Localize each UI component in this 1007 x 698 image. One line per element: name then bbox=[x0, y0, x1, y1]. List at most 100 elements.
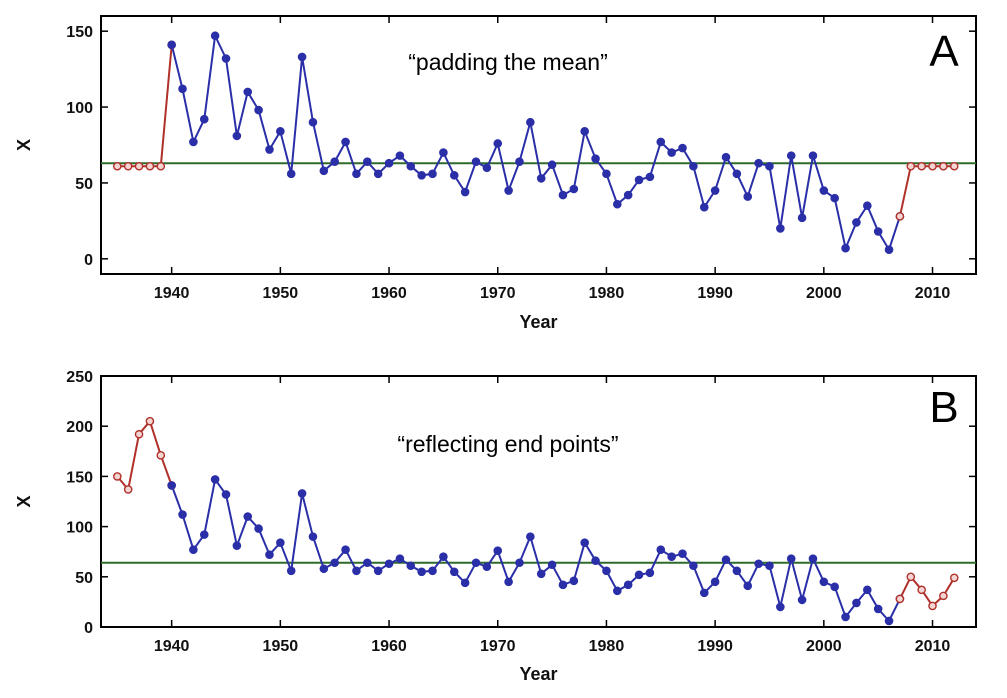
panel-a-x-tick-label: 1990 bbox=[697, 285, 733, 302]
panel-a: 1940 1950 1960 1970 1980 1990 2000 2010 0 50 100 15… bbox=[14, 15, 977, 332]
panel-a-x-tick-label: 2010 bbox=[915, 285, 951, 302]
panel-b-data-point bbox=[482, 562, 492, 572]
panel-b-y-tick-label: 150 bbox=[66, 469, 93, 486]
panel-b-data-point bbox=[689, 561, 698, 571]
panel-a-data-point bbox=[776, 224, 785, 233]
panel-a-data-point bbox=[602, 169, 611, 179]
panel-a-data-point bbox=[884, 245, 894, 255]
panel-a-data-point bbox=[699, 202, 709, 212]
panel-b-data-point bbox=[547, 560, 557, 570]
panel-a-data-point bbox=[156, 161, 166, 171]
panel-b-data-point bbox=[471, 558, 481, 568]
panel-a-data-point bbox=[352, 169, 361, 179]
panel-a-data-point bbox=[786, 151, 796, 160]
panel-a-x-tick-label: 1970 bbox=[480, 285, 516, 302]
panel-b-x-tick-label: 1940 bbox=[154, 638, 190, 655]
panel-a-data-point bbox=[710, 186, 720, 195]
panel-a-data-point bbox=[471, 157, 481, 166]
panel-b-x-tick-label: 1950 bbox=[263, 638, 299, 655]
panel-b-data-point bbox=[123, 485, 133, 494]
panel-a-x-tick-label: 1960 bbox=[371, 285, 407, 302]
panel-b-y-axis-label: X bbox=[14, 495, 34, 507]
panel-a-y-axis-label: X bbox=[14, 139, 34, 151]
panel-b-data-point bbox=[373, 566, 383, 576]
panel-b-data-point bbox=[602, 566, 611, 576]
panel-a-data-point bbox=[580, 127, 589, 136]
panel-a-data-point bbox=[232, 131, 242, 141]
panel-a-y-tick-label: 150 bbox=[66, 24, 93, 41]
panel-b-panel-label: B bbox=[929, 383, 958, 432]
panel-a-data-point bbox=[439, 148, 448, 157]
panel-a-data-point bbox=[460, 187, 470, 197]
panel-b: 1940 1950 1960 1970 1980 1990 2000 2010 0 50 100 15… bbox=[14, 369, 977, 684]
panel-b-data-point bbox=[210, 475, 220, 484]
panel-b-data-point bbox=[134, 429, 144, 439]
panel-b-data-point bbox=[613, 586, 622, 596]
panel-a-data-point bbox=[678, 143, 687, 153]
panel-b-data-point bbox=[939, 591, 948, 601]
panel-b-data-point bbox=[917, 585, 926, 595]
panel-b-data-point bbox=[265, 550, 274, 560]
panel-a-data-point bbox=[145, 161, 155, 171]
panel-a-data-point bbox=[449, 171, 459, 180]
panel-b-data-point bbox=[732, 566, 742, 576]
panel-a-data-point bbox=[765, 161, 774, 171]
panel-b-data-point bbox=[308, 532, 318, 541]
panel-b-data-point bbox=[526, 532, 535, 541]
panel-b-x-tick-label: 2010 bbox=[915, 638, 951, 655]
panel-a-x-axis-label: Year bbox=[519, 312, 557, 332]
panel-a-data-point bbox=[113, 161, 122, 171]
panel-b-data-point bbox=[656, 545, 666, 554]
panel-b-data-point bbox=[460, 578, 470, 588]
panel-b-data-point bbox=[276, 538, 285, 547]
panel-a-data-point bbox=[395, 151, 405, 160]
panel-a-annotation: “padding the mean” bbox=[408, 49, 607, 75]
panel-b-data-point bbox=[178, 510, 187, 519]
panel-a-data-point bbox=[363, 157, 372, 166]
panel-b-data-point bbox=[884, 616, 894, 626]
panel-a-axes-frame bbox=[100, 15, 977, 275]
panel-b-data-point bbox=[949, 573, 959, 583]
panel-a-data-point bbox=[221, 54, 231, 63]
panel-a-data-point bbox=[656, 137, 666, 147]
panel-b-data-point bbox=[536, 569, 546, 579]
panel-b-data-point bbox=[797, 595, 807, 605]
panel-b-data-point bbox=[199, 530, 209, 539]
panel-a-panel-label: A bbox=[929, 27, 959, 76]
panel-b-data-point bbox=[145, 416, 155, 426]
panel-a-data-point bbox=[276, 127, 285, 136]
panel-a-data-point bbox=[330, 157, 339, 166]
panel-b-data-point bbox=[721, 555, 731, 565]
panel-a-data-point bbox=[689, 161, 698, 171]
panel-a-data-point bbox=[808, 151, 818, 160]
panel-b-data-point bbox=[232, 541, 242, 550]
panel-a-data-point bbox=[819, 186, 829, 195]
panel-a-data-point bbox=[341, 137, 350, 147]
panel-b-x-tick-label: 1980 bbox=[589, 638, 625, 655]
panel-b-data-point bbox=[841, 612, 850, 622]
panel-b-data-point bbox=[439, 552, 448, 562]
panel-b-data-point bbox=[341, 545, 350, 554]
panel-a-data-point bbox=[928, 161, 937, 171]
panel-b-data-point bbox=[591, 556, 600, 566]
panel-a-data-point bbox=[939, 161, 948, 171]
panel-a-data-point bbox=[210, 31, 220, 41]
panel-a-data-point bbox=[417, 171, 426, 180]
panel-a-data-point bbox=[504, 186, 513, 195]
panel-b-data-point bbox=[863, 585, 872, 595]
panel-b-x-tick-label: 2000 bbox=[806, 638, 842, 655]
panel-a-x-tick-label: 1940 bbox=[154, 285, 190, 302]
panel-b-data-point bbox=[580, 538, 589, 547]
panel-a-data-point bbox=[123, 161, 133, 171]
panel-b-data-point bbox=[243, 512, 253, 521]
panel-b-data-point bbox=[852, 598, 861, 608]
panel-b-data-point bbox=[786, 554, 796, 564]
panel-a-series-padding-line bbox=[117, 44, 173, 168]
panel-a-data-point bbox=[863, 201, 872, 211]
panel-a-data-point bbox=[406, 161, 416, 171]
panel-b-data-point bbox=[819, 577, 829, 587]
panel-b-data-point bbox=[515, 558, 524, 568]
panel-b-data-point bbox=[417, 567, 426, 577]
panel-a-data-point bbox=[167, 40, 176, 50]
panel-b-y-tick-label: 100 bbox=[66, 520, 93, 537]
